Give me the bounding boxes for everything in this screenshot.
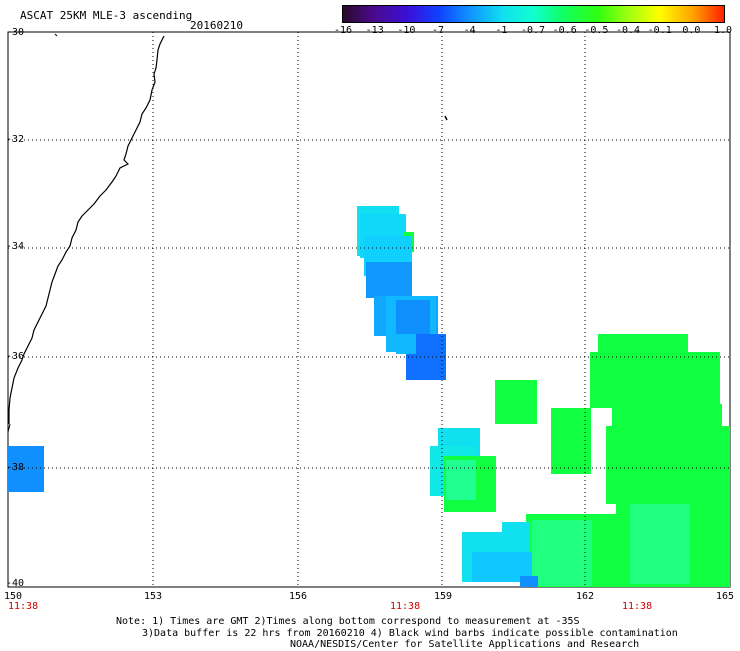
colorbar-tick-label: -0.6 <box>552 25 577 36</box>
lon-label: 153 <box>144 591 163 602</box>
swath-cell <box>606 426 730 504</box>
swath-cell <box>532 520 592 586</box>
map-date: 20160210 <box>190 19 243 32</box>
swath-cell <box>396 300 430 336</box>
lat-label: -38 <box>6 462 25 473</box>
time-label: 11:38 <box>390 601 421 612</box>
island-mark <box>444 115 448 121</box>
swath-cell <box>520 576 538 587</box>
colorbar-tick-label: -10 <box>397 25 416 36</box>
map-frame <box>7 31 731 588</box>
lat-label: -30 <box>6 27 25 38</box>
swath-cell <box>495 380 537 424</box>
swath-cell <box>630 504 690 584</box>
lat-label: -32 <box>6 134 25 145</box>
lon-label: 165 <box>716 591 735 602</box>
wind-swath-cells <box>8 206 730 587</box>
time-label: 11:38 <box>8 601 39 612</box>
swath-cell <box>396 334 416 354</box>
colorbar-tick-label: -0.4 <box>616 25 641 36</box>
colorbar-tick-label: -1 <box>495 25 508 36</box>
swath-cell <box>551 408 591 474</box>
colorbar-tick-label: -13 <box>365 25 384 36</box>
lat-label: -34 <box>6 241 25 252</box>
colorbar <box>342 5 725 23</box>
colorbar-tick-label: -7 <box>432 25 445 36</box>
colorbar-gradient <box>343 6 724 22</box>
coastline-end <box>7 423 11 433</box>
colorbar-tick-label: -0.5 <box>584 25 609 36</box>
lon-label: 150 <box>4 591 23 602</box>
lon-label: 162 <box>576 591 595 602</box>
swath-cell <box>8 446 44 492</box>
colorbar-tick-label: 0.0 <box>682 25 701 36</box>
note-line-1: Note: 1) Times are GMT 2)Times along bot… <box>116 616 580 627</box>
colorbar-tick-label: -0.1 <box>647 25 672 36</box>
note-line-2: 3)Data buffer is 22 hrs from 20160210 4)… <box>142 628 678 639</box>
time-label: 11:38 <box>622 601 653 612</box>
colorbar-tick-label: -0.7 <box>521 25 546 36</box>
lat-label: -36 <box>6 351 25 362</box>
coastline <box>8 35 165 424</box>
lon-label: 156 <box>289 591 308 602</box>
note-line-3: NOAA/NESDIS/Center for Satellite Applica… <box>290 639 640 650</box>
lon-label: 159 <box>434 591 453 602</box>
map-title: ASCAT 25KM MLE-3 ascending <box>20 9 193 22</box>
colorbar-tick-label: 1.0 <box>714 25 733 36</box>
swath-cell <box>446 460 476 500</box>
swath-cell <box>366 262 412 298</box>
swath-cell <box>590 352 720 408</box>
coast-mark <box>54 33 58 37</box>
lat-lon-grid <box>8 32 730 587</box>
colorbar-tick-label: -4 <box>463 25 476 36</box>
colorbar-tick-label: -16 <box>334 25 353 36</box>
lat-label: -40 <box>6 578 25 589</box>
